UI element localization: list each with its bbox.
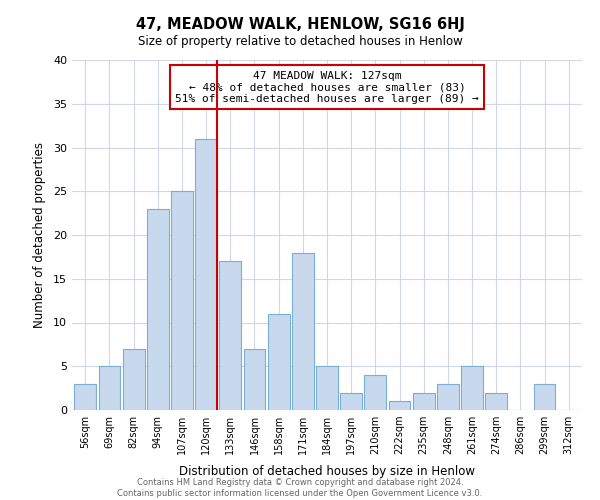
Text: 47, MEADOW WALK, HENLOW, SG16 6HJ: 47, MEADOW WALK, HENLOW, SG16 6HJ [136,18,464,32]
Bar [268,314,290,410]
Bar [98,366,121,410]
Bar [389,401,410,410]
Bar [437,384,459,410]
Text: 47 MEADOW WALK: 127sqm
← 48% of detached houses are smaller (83)
51% of semi-det: 47 MEADOW WALK: 127sqm ← 48% of detached… [175,70,479,104]
Bar [485,392,507,410]
Bar [292,252,314,410]
Y-axis label: Number of detached properties: Number of detached properties [33,142,46,328]
Bar [220,261,241,410]
Text: Contains HM Land Registry data © Crown copyright and database right 2024.
Contai: Contains HM Land Registry data © Crown c… [118,478,482,498]
Bar [195,139,217,410]
Bar [147,209,169,410]
Bar [461,366,483,410]
Bar [244,349,265,410]
Bar [364,375,386,410]
Bar [123,349,145,410]
X-axis label: Distribution of detached houses by size in Henlow: Distribution of detached houses by size … [179,466,475,478]
Bar [316,366,338,410]
Bar [74,384,96,410]
Text: Size of property relative to detached houses in Henlow: Size of property relative to detached ho… [137,35,463,48]
Bar [413,392,434,410]
Bar [340,392,362,410]
Bar [171,192,193,410]
Bar [533,384,556,410]
